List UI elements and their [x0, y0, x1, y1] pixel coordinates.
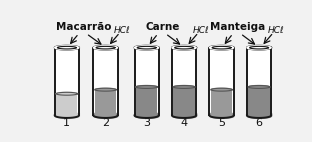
Polygon shape: [55, 46, 79, 50]
Bar: [172, 48, 196, 115]
Text: Macarrão: Macarrão: [56, 22, 111, 32]
Polygon shape: [248, 85, 270, 88]
Text: 3: 3: [143, 118, 150, 128]
Bar: [134, 48, 159, 115]
Bar: [56, 94, 77, 115]
Text: HCℓ: HCℓ: [114, 26, 131, 35]
Polygon shape: [247, 46, 271, 50]
Polygon shape: [211, 88, 232, 91]
Text: HCℓ: HCℓ: [268, 26, 284, 35]
Text: Manteiga: Manteiga: [210, 22, 266, 32]
Polygon shape: [173, 85, 195, 88]
Polygon shape: [172, 46, 196, 50]
Bar: [95, 90, 116, 115]
Bar: [211, 90, 232, 115]
Text: HCℓ: HCℓ: [193, 26, 209, 35]
Bar: [55, 48, 79, 115]
Bar: [93, 48, 118, 115]
Text: 1: 1: [63, 118, 70, 128]
Polygon shape: [93, 46, 118, 50]
Text: 5: 5: [218, 118, 225, 128]
Text: 2: 2: [102, 118, 109, 128]
Text: Carne: Carne: [146, 22, 180, 32]
Polygon shape: [56, 92, 77, 95]
Text: 4: 4: [181, 118, 188, 128]
Bar: [209, 48, 234, 115]
Text: 6: 6: [256, 118, 262, 128]
Bar: [247, 48, 271, 115]
Polygon shape: [95, 88, 116, 91]
Bar: [173, 87, 195, 115]
Polygon shape: [209, 46, 234, 50]
Polygon shape: [134, 46, 159, 50]
Polygon shape: [136, 85, 157, 88]
Bar: [248, 87, 270, 115]
Bar: [136, 87, 157, 115]
